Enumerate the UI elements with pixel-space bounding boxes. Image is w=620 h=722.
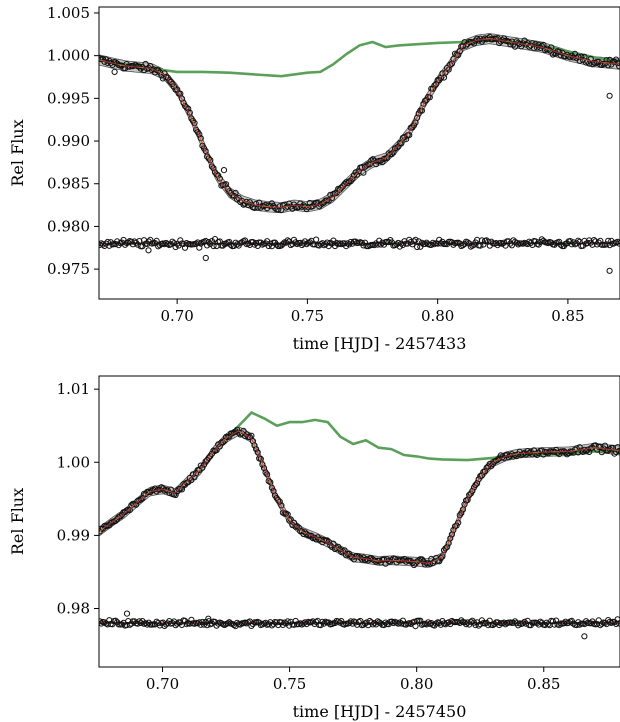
y-tick-label: 1.005 xyxy=(47,4,90,22)
y-tick-label: 0.995 xyxy=(47,89,90,107)
outlier-point xyxy=(203,255,208,260)
y-tick-label: 0.975 xyxy=(47,260,90,278)
bottom-panel: 0.70 0.75 0.80 0.85 0.98 0.99 1.00 1.01 time [HJ… xyxy=(8,376,620,721)
x-tick-label: 0.85 xyxy=(551,307,584,325)
x-axis-label: time [HJD] - 2457450 xyxy=(293,702,467,721)
x-axis-label: time [HJD] - 2457433 xyxy=(293,334,467,353)
outlier-point xyxy=(607,268,612,273)
x-tick-label: 0.75 xyxy=(273,675,306,693)
model-line xyxy=(99,39,620,208)
outlier-point xyxy=(112,69,117,74)
outlier-point xyxy=(607,93,612,98)
x-tick-label: 0.80 xyxy=(421,307,454,325)
y-axis-label: Rel Flux xyxy=(8,119,27,186)
trend-model-line xyxy=(99,39,620,208)
x-tick-label: 0.70 xyxy=(146,675,179,693)
x-tick-label: 0.70 xyxy=(160,307,193,325)
residual-point xyxy=(314,237,319,242)
model-uncertainty-band xyxy=(99,34,620,213)
top-panel: 0.70 0.75 0.80 0.85 0.975 0.980 0.985 0.990 0.99… xyxy=(8,4,620,353)
plot-area xyxy=(97,413,620,639)
y-tick-label: 1.01 xyxy=(57,380,90,398)
x-tick-label: 0.80 xyxy=(400,675,433,693)
x-tick-label: 0.75 xyxy=(291,307,324,325)
y-tick-label: 1.000 xyxy=(47,47,90,65)
outlier-point xyxy=(146,248,151,253)
y-tick-label: 1.00 xyxy=(57,453,90,471)
y-tick-label: 0.99 xyxy=(57,526,90,544)
outlier-point xyxy=(124,611,129,616)
y-tick-label: 0.980 xyxy=(47,217,90,235)
x-tick-label: 0.85 xyxy=(527,675,560,693)
plot-area xyxy=(97,34,620,274)
outlier-point xyxy=(582,634,587,639)
outlier-point xyxy=(221,168,226,173)
y-tick-label: 0.990 xyxy=(47,132,90,150)
y-tick-label: 0.98 xyxy=(57,600,90,618)
y-axis-label: Rel Flux xyxy=(8,488,27,555)
y-tick-label: 0.985 xyxy=(47,175,90,193)
